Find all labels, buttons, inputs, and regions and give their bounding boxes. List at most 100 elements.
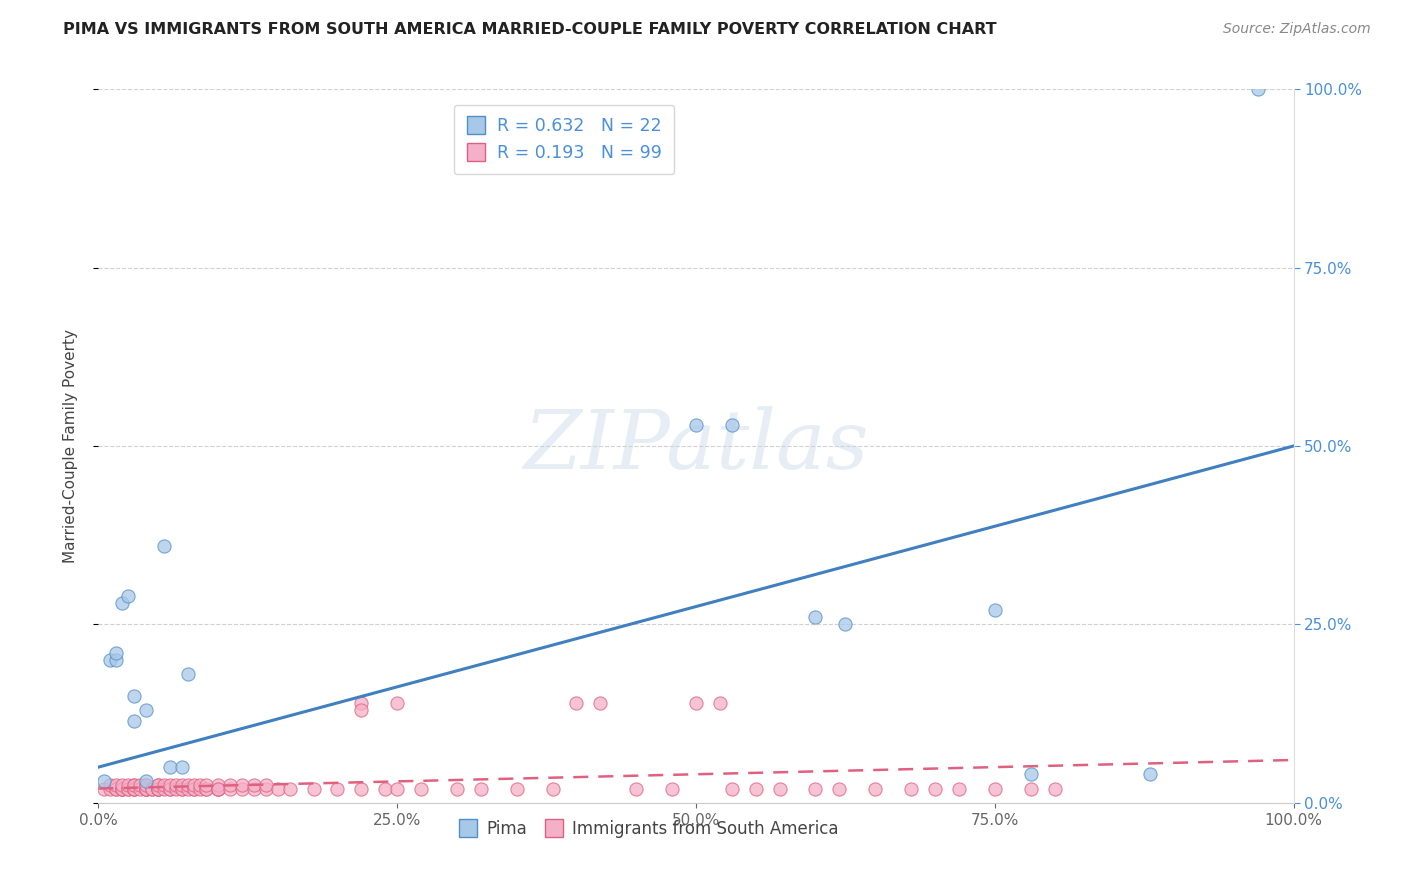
Point	[589, 696, 612, 710]
Point	[350, 703, 373, 717]
Point	[1019, 781, 1042, 796]
Point	[177, 778, 200, 792]
Point	[195, 781, 218, 796]
Point	[1139, 767, 1161, 781]
Point	[153, 778, 176, 792]
Point	[470, 781, 492, 796]
Point	[93, 774, 115, 789]
Point	[900, 781, 922, 796]
Point	[159, 760, 181, 774]
Point	[135, 774, 157, 789]
Point	[124, 714, 146, 728]
Text: ZIPatlas: ZIPatlas	[523, 406, 869, 486]
Point	[111, 781, 134, 796]
Point	[506, 781, 529, 796]
Point	[105, 781, 128, 796]
Point	[828, 781, 851, 796]
Point	[98, 778, 122, 792]
Point	[865, 781, 887, 796]
Point	[129, 778, 152, 792]
Point	[924, 781, 946, 796]
Point	[105, 653, 128, 667]
Point	[165, 781, 187, 796]
Point	[177, 781, 200, 796]
Point	[278, 781, 301, 796]
Point	[135, 778, 157, 792]
Point	[804, 610, 827, 624]
Point	[135, 781, 157, 796]
Point	[350, 696, 373, 710]
Point	[124, 781, 146, 796]
Point	[195, 778, 218, 792]
Point	[565, 696, 588, 710]
Point	[231, 781, 253, 796]
Point	[153, 781, 176, 796]
Point	[148, 778, 170, 792]
Point	[111, 778, 134, 792]
Point	[165, 778, 187, 792]
Point	[207, 778, 229, 792]
Point	[153, 539, 176, 553]
Point	[195, 781, 218, 796]
Point	[1247, 82, 1270, 96]
Point	[183, 781, 205, 796]
Point	[135, 781, 157, 796]
Point	[93, 781, 115, 796]
Point	[172, 781, 194, 796]
Point	[172, 760, 194, 774]
Point	[411, 781, 433, 796]
Point	[834, 617, 856, 632]
Point	[984, 781, 1007, 796]
Point	[105, 778, 128, 792]
Point	[685, 417, 707, 432]
Point	[148, 781, 170, 796]
Point	[207, 781, 229, 796]
Point	[105, 646, 128, 660]
Point	[124, 689, 146, 703]
Point	[124, 778, 146, 792]
Point	[721, 417, 744, 432]
Point	[709, 696, 731, 710]
Point	[117, 778, 139, 792]
Point	[326, 781, 349, 796]
Point	[188, 781, 211, 796]
Text: PIMA VS IMMIGRANTS FROM SOUTH AMERICA MARRIED-COUPLE FAMILY POVERTY CORRELATION : PIMA VS IMMIGRANTS FROM SOUTH AMERICA MA…	[63, 22, 997, 37]
Point	[254, 781, 277, 796]
Point	[207, 781, 229, 796]
Point	[350, 781, 373, 796]
Point	[98, 781, 122, 796]
Point	[685, 696, 707, 710]
Point	[188, 778, 211, 792]
Point	[768, 781, 790, 796]
Point	[159, 781, 181, 796]
Point	[124, 781, 146, 796]
Point	[124, 781, 146, 796]
Point	[159, 781, 181, 796]
Point	[243, 778, 266, 792]
Point	[661, 781, 683, 796]
Point	[267, 781, 290, 796]
Point	[148, 781, 170, 796]
Y-axis label: Married-Couple Family Poverty: Married-Couple Family Poverty	[63, 329, 77, 563]
Point	[721, 781, 744, 796]
Point	[148, 778, 170, 792]
Point	[148, 781, 170, 796]
Point	[183, 778, 205, 792]
Point	[231, 778, 253, 792]
Point	[135, 778, 157, 792]
Legend: Pima, Immigrants from South America: Pima, Immigrants from South America	[451, 814, 845, 845]
Point	[804, 781, 827, 796]
Text: Source: ZipAtlas.com: Source: ZipAtlas.com	[1223, 22, 1371, 37]
Point	[129, 781, 152, 796]
Point	[254, 778, 277, 792]
Point	[626, 781, 648, 796]
Point	[183, 781, 205, 796]
Point	[541, 781, 564, 796]
Point	[117, 589, 139, 603]
Point	[117, 781, 139, 796]
Point	[98, 653, 122, 667]
Point	[243, 781, 266, 796]
Point	[374, 781, 396, 796]
Point	[172, 778, 194, 792]
Point	[141, 781, 163, 796]
